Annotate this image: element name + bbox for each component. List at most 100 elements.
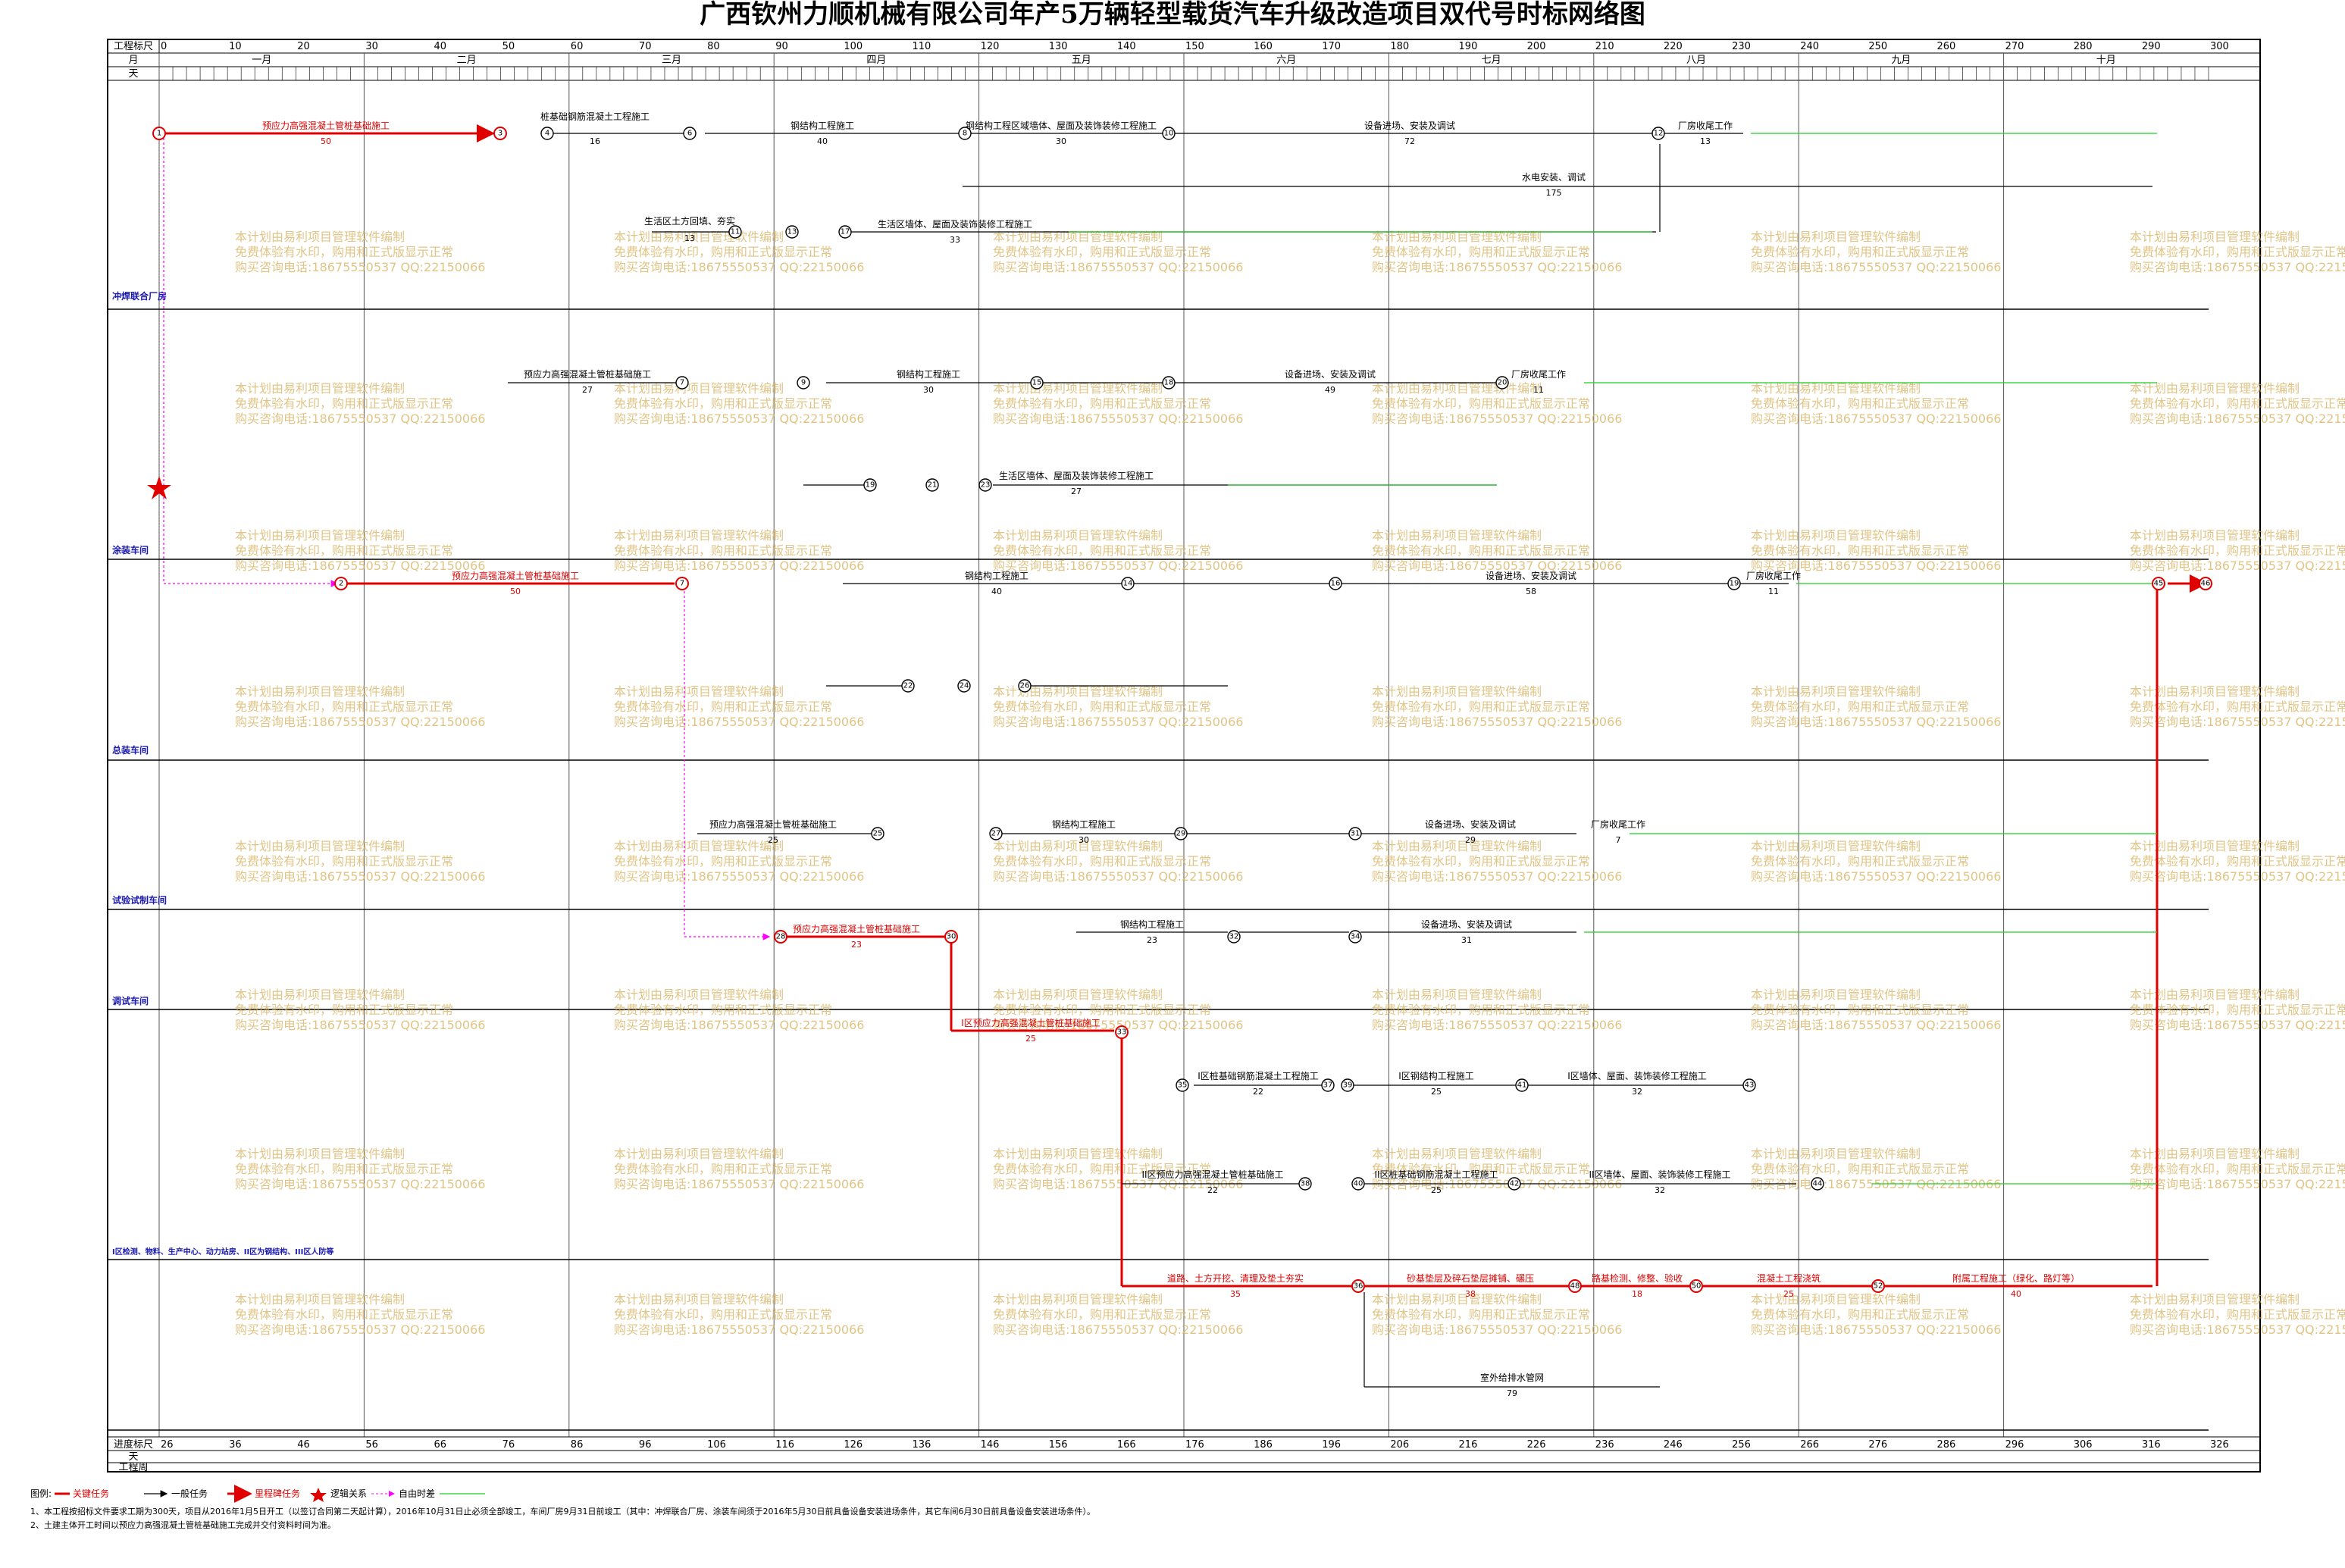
footer-scale: 进度标尺 天 工程周 26 36 46 56 66 76 86 96 106 116 126 136 1… [108,1436,2260,1473]
node-circle [1351,1279,1365,1293]
milestone-star-icon [147,476,171,499]
watermark-line: 本计划由易利项目管理软件编制 [1751,1147,1921,1161]
watermark-line: 购买咨询电话:18675550537 QQ:22150066 [1751,559,2001,573]
task-label: 道路、土方开挖、清理及垫土夯实 [1167,1272,1304,1284]
event-node: 16 [1329,577,1342,590]
task-label: I区预应力高强混凝土管桩基础施工 [961,1017,1100,1028]
node-number: 42 [1510,1180,1520,1188]
event-node: 9 [797,376,810,390]
footer-day-label: 天 [128,1451,138,1463]
watermark-line: 购买咨询电话:18675550537 QQ:22150066 [1751,412,2001,426]
watermark-line: 购买咨询电话:18675550537 QQ:22150066 [235,1018,485,1032]
event-node: 10 [1162,127,1176,140]
node-number: 7 [680,580,684,588]
watermark-line: 购买咨询电话:18675550537 QQ:22150066 [1751,1018,2001,1032]
watermark-line: 本计划由易利项目管理软件编制 [235,528,405,543]
event-node: 18 [1162,376,1176,390]
watermark-line: 免费体验有水印，购用和正式版显示正常 [1372,543,1590,558]
task-label: 钢结构工程施工 [1120,919,1184,930]
watermark-line: 本计划由易利项目管理软件编制 [2130,1292,2300,1307]
node-circle [838,225,852,239]
footer-tick-label: 106 [707,1439,726,1451]
watermark-line: 免费体验有水印，购用和正式版显示正常 [235,699,453,714]
node-number: 33 [1117,1028,1127,1037]
critical-path [164,124,2208,1288]
watermark-line: 免费体验有水印，购用和正式版显示正常 [1751,699,1969,714]
watermark-line: 免费体验有水印，购用和正式版显示正常 [614,396,832,411]
task-label: 生活区墙体、屋面及装饰装修工程施工 [878,218,1032,230]
watermark-line: 免费体验有水印，购用和正式版显示正常 [235,543,453,558]
node-circle [1508,1177,1521,1191]
node-number: 17 [841,228,850,236]
task-duration: 13 [1700,136,1711,146]
zone-label-3: 总装车间 [112,744,149,756]
watermark-line: 本计划由易利项目管理软件编制 [1372,684,1542,699]
watermark-line: 购买咨询电话:18675550537 QQ:22150066 [1372,1018,1622,1032]
footer-tick-label: 226 [1527,1439,1546,1451]
node-number: 22 [903,682,913,690]
node-number: 44 [1813,1180,1823,1188]
task-label: 水电安装、调试 [1522,171,1586,183]
task-label: 设备进场、安装及调试 [1364,120,1455,131]
watermark-line: 免费体验有水印，购用和正式版显示正常 [993,396,1211,411]
event-node: 28 [774,930,787,944]
watermark-line: 本计划由易利项目管理软件编制 [235,1292,405,1307]
legend-logic: 逻辑关系 [330,1488,367,1499]
task-label: 厂房收尾工作 [1746,570,1801,581]
task-label: 预应力高强混凝土管桩基础施工 [452,570,579,581]
scale-tick-label: 90 [775,41,788,52]
event-node: 26 [1018,679,1032,693]
watermark-line: 免费体验有水印，购用和正式版显示正常 [993,543,1211,558]
watermark-line: 本计划由易利项目管理软件编制 [614,1147,784,1161]
node-number: 45 [2154,580,2164,588]
footer-tick-label: 276 [1868,1439,1887,1451]
task-label: 钢结构工程施工 [965,570,1028,581]
footer-tick-label: 196 [1322,1439,1341,1451]
zone-label-2: 涂装车间 [112,544,149,556]
task-duration: 18 [1632,1289,1642,1299]
node-circle [1811,1177,1824,1191]
scale-tick-label: 50 [502,41,515,52]
watermark-line: 本计划由易利项目管理软件编制 [993,1147,1163,1161]
footer-scale-label: 进度标尺 [114,1438,153,1451]
watermark-line: 免费体验有水印，购用和正式版显示正常 [235,396,453,411]
watermark-line: 免费体验有水印，购用和正式版显示正常 [614,1307,832,1322]
node-circle [863,478,877,492]
task-duration: 25 [768,835,778,845]
event-node: 19 [863,478,877,492]
task-duration: 25 [1431,1185,1442,1195]
zone-label-6: I区检测、物料、生产中心、动力站房、II区为钢结构、III区人防等 [112,1247,333,1257]
task-duration: 22 [1207,1185,1218,1195]
zone-label-4: 试验试制车间 [112,894,167,906]
task-duration: 27 [582,385,593,395]
watermark-line: 免费体验有水印，购用和正式版显示正常 [614,245,832,259]
footer-tick-label: 296 [2005,1439,2024,1451]
footer-tick-label: 176 [1185,1439,1204,1451]
watermark-line: 免费体验有水印，购用和正式版显示正常 [2130,1003,2345,1017]
footer-tick-label: 66 [434,1439,447,1451]
page-title: 广西钦州力顺机械有限公司年产5万辆轻型载货汽车升级改造项目双代号时标网络图 [700,0,1645,30]
footer-tick-label: 316 [2142,1439,2161,1451]
task-label: 预应力高强混凝土管桩基础施工 [524,368,651,380]
watermark-line: 本计划由易利项目管理软件编制 [1751,839,1921,853]
watermark-line: 购买咨询电话:18675550537 QQ:22150066 [614,1177,864,1191]
event-node: 45 [2152,577,2165,590]
watermark-line: 免费体验有水印，购用和正式版显示正常 [614,1003,832,1017]
watermark-line: 本计划由易利项目管理软件编制 [1751,987,1921,1002]
month-label: 八月 [1686,55,1706,66]
watermark-line: 购买咨询电话:18675550537 QQ:22150066 [2130,1322,2345,1337]
node-number: 4 [545,130,549,138]
event-node: 8 [958,127,972,140]
scale-tick-label: 100 [844,41,863,52]
event-node: 2 [334,577,348,590]
node-circle [334,577,348,590]
legend-normal: 一般任务 [171,1488,208,1499]
legend-float: 自由时差 [399,1488,435,1499]
task-label: 预应力高强混凝土管桩基础施工 [793,923,920,934]
node-number: 52 [1874,1282,1883,1291]
watermark-line: 免费体验有水印，购用和正式版显示正常 [1751,543,1969,558]
node-circle [675,577,689,590]
footer-tick-label: 126 [844,1439,863,1451]
watermark-line: 本计划由易利项目管理软件编制 [235,987,405,1002]
watermark-line: 购买咨询电话:18675550537 QQ:22150066 [1372,412,1622,426]
